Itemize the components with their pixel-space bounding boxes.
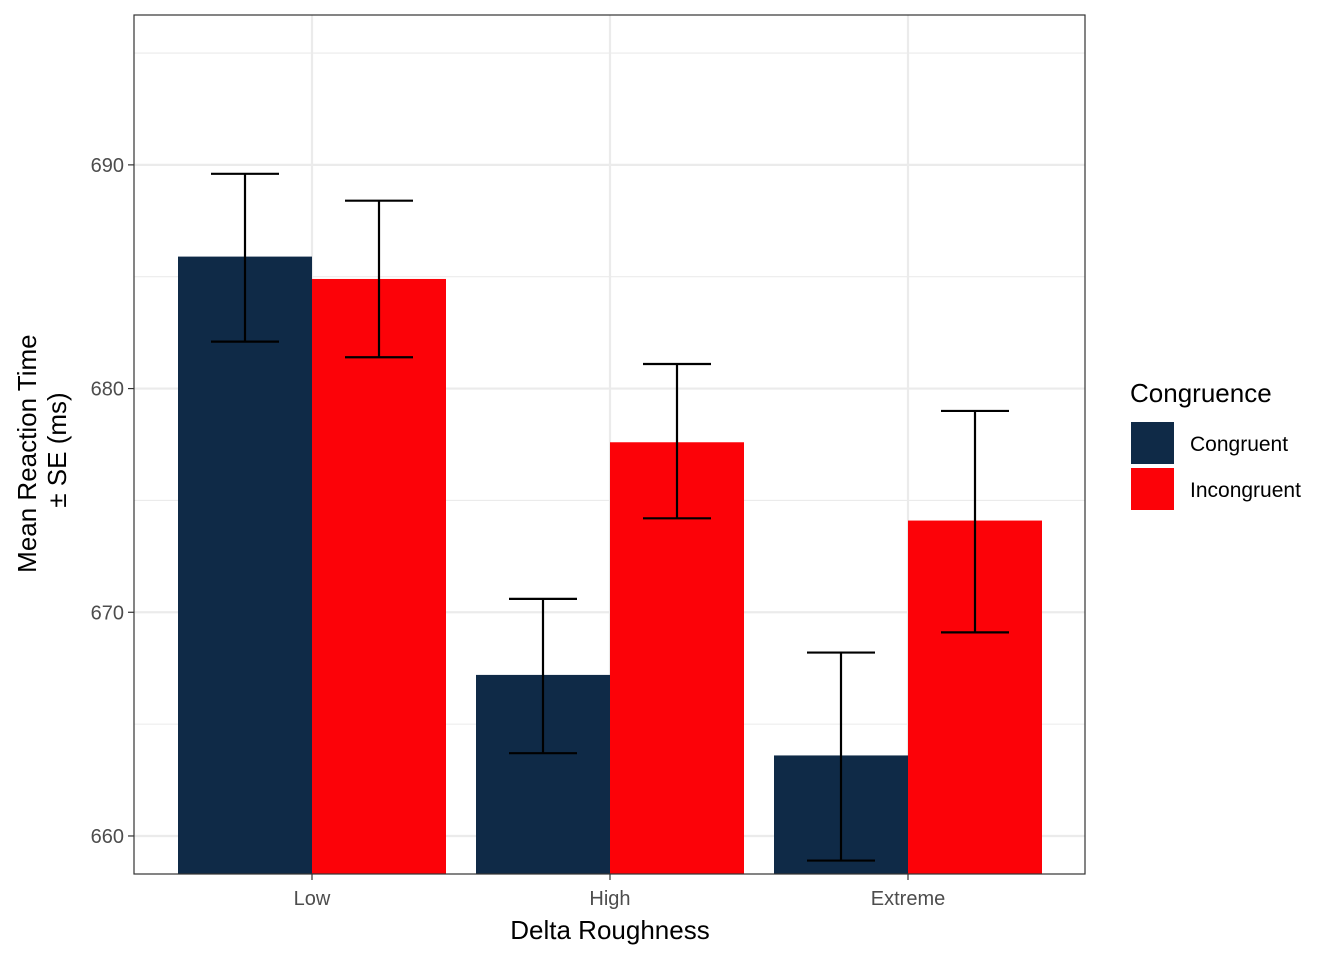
legend-label-incongruent: Incongruent	[1190, 479, 1301, 502]
errorbar-incongruent-extreme	[941, 409, 1009, 634]
errorbar-incongruent-high	[643, 362, 711, 520]
bar-layer	[178, 256, 1042, 875]
y-tick-label: 680	[91, 379, 124, 401]
legend-label-congruent: Congruent	[1190, 433, 1288, 456]
errorbar-incongruent-low	[345, 199, 413, 359]
legend: Congruence Congruent Incongruent	[1130, 378, 1301, 510]
errorbar-layer	[211, 172, 1009, 862]
errorbar-congruent-extreme	[807, 651, 875, 862]
x-axis: Low High Extreme	[294, 874, 945, 910]
x-axis-title: Delta Roughness	[510, 915, 709, 945]
legend-key-congruent	[1131, 422, 1174, 464]
y-axis-title-line-1: Mean Reaction Time	[12, 334, 42, 572]
errorbar-congruent-low	[211, 172, 279, 343]
y-tick-label: 690	[91, 155, 124, 177]
legend-key-incongruent	[1131, 468, 1174, 510]
legend-title: Congruence	[1130, 378, 1272, 408]
y-axis: 660 670 680 690	[91, 155, 134, 848]
errorbar-congruent-high	[509, 597, 577, 755]
bar-incongruent-low	[312, 278, 446, 875]
y-axis-title: Mean Reaction Time ± SE (ms)	[12, 327, 72, 573]
x-tick-label: High	[589, 888, 630, 910]
y-tick-label: 660	[91, 826, 124, 848]
y-tick-label: 670	[91, 602, 124, 624]
x-tick-label: Extreme	[871, 888, 945, 910]
x-tick-label: Low	[294, 888, 331, 910]
y-axis-title-line-2: ± SE (ms)	[42, 392, 72, 507]
bar-congruent-low	[178, 256, 312, 874]
